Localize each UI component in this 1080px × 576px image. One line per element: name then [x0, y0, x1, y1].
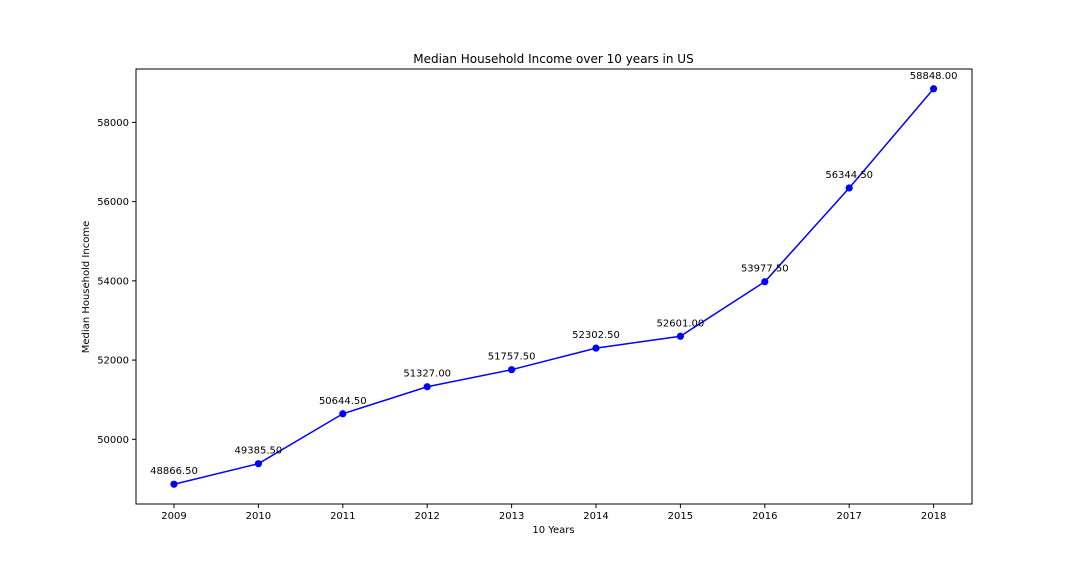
data-label: 49385.50	[235, 446, 283, 457]
data-point	[761, 278, 769, 286]
data-point	[170, 480, 178, 488]
data-label: 52302.50	[572, 330, 620, 341]
data-label: 56344.50	[825, 170, 873, 181]
x-tick-label: 2017	[836, 511, 861, 522]
x-tick-label: 2014	[583, 511, 608, 522]
x-axis: 2009 2010 2011 2012 2013 2014 2015 2016 2017 2018	[161, 504, 946, 522]
x-tick-label: 2009	[161, 511, 186, 522]
chart-title: Median Household Income over 10 years in…	[413, 52, 693, 66]
data-point	[339, 410, 347, 418]
y-axis-label: Median Household Income	[81, 221, 92, 353]
y-tick-label: 52000	[97, 356, 129, 367]
data-label: 48866.50	[150, 466, 198, 477]
x-tick-label: 2013	[499, 511, 524, 522]
data-label: 53977.50	[741, 264, 789, 275]
y-axis: 50000 52000 54000 56000 58000	[97, 118, 136, 446]
x-tick-label: 2011	[330, 511, 355, 522]
data-point	[508, 366, 516, 374]
x-tick-label: 2015	[668, 511, 693, 522]
x-axis-label: 10 Years	[532, 525, 574, 536]
data-label: 51757.50	[488, 352, 536, 363]
series-line	[173, 88, 935, 485]
x-tick-label: 2016	[752, 511, 777, 522]
data-point	[930, 85, 938, 93]
x-tick-label: 2018	[921, 511, 946, 522]
x-tick-label: 2012	[414, 511, 439, 522]
data-point	[423, 383, 431, 391]
plot-frame	[135, 68, 973, 505]
y-tick-label: 50000	[97, 435, 129, 446]
data-point	[845, 184, 853, 192]
data-point	[676, 332, 685, 340]
data-label: 50644.50	[319, 396, 367, 407]
x-tick-label: 2010	[246, 511, 271, 522]
plot-area: 48866.50 49385.50 50644.50 51327.00 51757.50…	[150, 71, 957, 488]
y-tick-label: 56000	[97, 197, 129, 208]
y-tick-label: 58000	[97, 118, 129, 129]
data-label: 58848.00	[910, 71, 958, 82]
data-label: 52601.00	[657, 318, 705, 329]
data-point	[254, 460, 262, 468]
data-point	[592, 344, 600, 352]
y-tick-label: 54000	[97, 276, 129, 287]
data-label: 51327.00	[403, 369, 451, 380]
